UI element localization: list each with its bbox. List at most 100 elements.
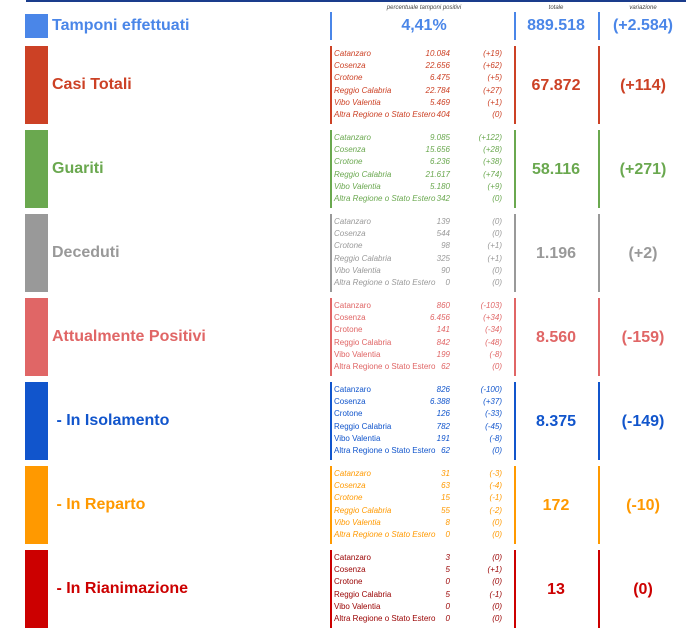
province-name: Vibo Valentia xyxy=(334,181,381,191)
province-name: Catanzaro xyxy=(334,469,371,478)
province-change: (0) xyxy=(492,553,502,562)
province-value: 0 xyxy=(445,613,450,623)
top-border xyxy=(26,0,686,2)
province-row: Crotone 15 (-1) xyxy=(334,492,514,504)
province-row: Altra Regione o Stato Estero 342 (0) xyxy=(334,193,514,205)
province-value: 5 xyxy=(445,589,450,599)
province-name: Reggio Calabria xyxy=(334,505,392,515)
province-name: Cosenza xyxy=(334,229,366,239)
province-name: Reggio Calabria xyxy=(334,421,392,431)
category-divider-left xyxy=(330,382,332,460)
header-percent: percentuale tamponi positivi xyxy=(386,5,462,11)
province-name: Crotone xyxy=(334,577,363,587)
province-name: Altra Regione o Stato Estero xyxy=(334,445,436,455)
category-in-isolamento: - In Isolamento Catanzaro 826 (-100) Cosen… xyxy=(0,382,696,460)
category-label: Attualmente Positivi xyxy=(52,328,206,345)
province-name: Reggio Calabria xyxy=(334,85,392,95)
province-row: Vibo Valentia 5.180 (+9) xyxy=(334,181,514,193)
category-divider-mid xyxy=(514,298,516,376)
province-row: Reggio Calabria 325 (+1) xyxy=(334,253,514,265)
province-value: 15 xyxy=(441,493,450,503)
province-value: 126 xyxy=(436,409,450,419)
province-value: 139 xyxy=(436,217,450,226)
province-name: Catanzaro xyxy=(334,217,371,226)
province-name: Crotone xyxy=(334,493,363,503)
province-change: (-33) xyxy=(485,409,502,419)
province-change: (+122) xyxy=(478,133,502,142)
province-breakdown: Catanzaro 826 (-100) Cosenza 6.388 (+37) Cro… xyxy=(334,384,514,457)
province-value: 31 xyxy=(441,469,450,478)
province-breakdown: Catanzaro 3 (0) Cosenza 5 (+1) Crotone 0 (0) R… xyxy=(334,552,514,625)
province-name: Catanzaro xyxy=(334,385,371,394)
province-name: Altra Regione o Stato Estero xyxy=(334,277,436,287)
province-value: 404 xyxy=(436,109,450,119)
province-row: Crotone 0 (0) xyxy=(334,576,514,588)
province-row: Altra Regione o Stato Estero 404 (0) xyxy=(334,109,514,121)
province-row: Catanzaro 31 (-3) xyxy=(334,468,514,480)
province-row: Crotone 141 (-34) xyxy=(334,324,514,336)
province-name: Altra Regione o Stato Estero xyxy=(334,193,436,203)
province-value: 0 xyxy=(445,529,450,539)
province-value: 6.475 xyxy=(429,73,450,83)
province-value: 10.084 xyxy=(425,49,450,58)
province-row: Reggio Calabria 22.784 (+27) xyxy=(334,85,514,97)
category-color-marker xyxy=(25,550,48,628)
category-divider-right xyxy=(598,46,600,124)
province-row: Vibo Valentia 8 (0) xyxy=(334,517,514,529)
category-divider-mid xyxy=(514,550,516,628)
tamponi-divider-3 xyxy=(598,12,600,40)
province-row: Altra Regione o Stato Estero 0 (0) xyxy=(334,277,514,289)
province-row: Vibo Valentia 191 (-8) xyxy=(334,433,514,445)
province-name: Reggio Calabria xyxy=(334,169,392,179)
province-row: Crotone 98 (+1) xyxy=(334,240,514,252)
province-name: Vibo Valentia xyxy=(334,601,381,611)
province-name: Vibo Valentia xyxy=(334,517,381,527)
header-total: totale xyxy=(548,5,564,11)
province-row: Vibo Valentia 199 (-8) xyxy=(334,349,514,361)
category-total: 8.560 xyxy=(535,329,577,346)
province-change: (-48) xyxy=(485,337,502,347)
province-change: (+62) xyxy=(483,61,502,71)
province-change: (+28) xyxy=(483,145,502,155)
province-change: (+37) xyxy=(483,397,502,407)
tamponi-divider-1 xyxy=(330,12,332,40)
province-name: Cosenza xyxy=(334,481,366,491)
province-breakdown: Catanzaro 9.085 (+122) Cosenza 15.656 (+28) … xyxy=(334,132,514,205)
province-value: 6.236 xyxy=(429,157,450,167)
category-change: (+114) xyxy=(620,77,666,94)
province-row: Altra Regione o Stato Estero 0 (0) xyxy=(334,529,514,541)
tamponi-label: Tamponi effettuati xyxy=(52,17,190,34)
province-value: 22.656 xyxy=(425,61,450,71)
province-name: Vibo Valentia xyxy=(334,265,381,275)
province-change: (0) xyxy=(492,193,502,203)
province-change: (0) xyxy=(492,613,502,623)
province-value: 62 xyxy=(441,445,450,455)
province-value: 782 xyxy=(436,421,450,431)
province-name: Cosenza xyxy=(334,397,366,407)
province-row: Cosenza 544 (0) xyxy=(334,228,514,240)
province-value: 6.456 xyxy=(429,313,450,323)
province-value: 15.656 xyxy=(425,145,450,155)
category-label: - In Isolamento xyxy=(52,412,170,429)
category-in-rianimazione: - In Rianimazione Catanzaro 3 (0) Cosenza 5… xyxy=(0,550,696,628)
province-change: (-2) xyxy=(489,505,502,515)
province-change: (0) xyxy=(492,445,502,455)
province-name: Reggio Calabria xyxy=(334,253,392,263)
province-row: Catanzaro 10.084 (+19) xyxy=(334,48,514,60)
province-value: 63 xyxy=(441,481,450,491)
province-change: (+1) xyxy=(487,253,502,263)
province-name: Vibo Valentia xyxy=(334,97,381,107)
province-name: Vibo Valentia xyxy=(334,349,381,359)
province-change: (0) xyxy=(492,229,502,239)
province-name: Altra Regione o Stato Estero xyxy=(334,109,436,119)
category-total: 172 xyxy=(542,497,570,514)
province-change: (0) xyxy=(492,361,502,371)
province-name: Reggio Calabria xyxy=(334,337,392,347)
province-name: Vibo Valentia xyxy=(334,433,381,443)
province-row: Catanzaro 860 (-103) xyxy=(334,300,514,312)
category-total: 58.116 xyxy=(531,161,581,178)
category-divider-left xyxy=(330,466,332,544)
category-divider-left xyxy=(330,130,332,208)
tamponi-divider-2 xyxy=(514,12,516,40)
province-row: Catanzaro 3 (0) xyxy=(334,552,514,564)
